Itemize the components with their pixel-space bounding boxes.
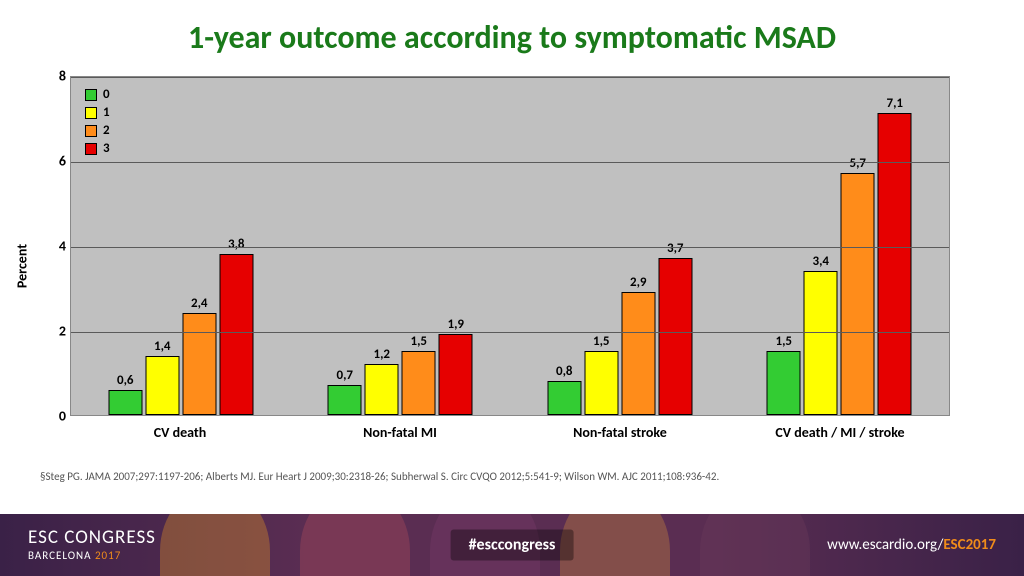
y-tick: 6: [42, 153, 66, 170]
brand-city: BARCELONA: [28, 549, 91, 562]
bar-value-label: 1,4: [154, 339, 171, 354]
bar: 1,5: [402, 351, 436, 415]
bar-value-label: 3,4: [812, 254, 829, 269]
footer-brand: ESC CONGRESS BARCELONA 2017: [28, 526, 156, 562]
bar: 0,8: [547, 381, 581, 415]
bar-value-label: 1,5: [775, 334, 792, 349]
bar-value-label: 3,7: [667, 241, 684, 256]
chart: Percent 02468 0123 0,61,42,43,80,71,21,5…: [70, 76, 970, 456]
bar: 3,8: [219, 254, 253, 416]
bar: 0,7: [328, 385, 362, 415]
bar-value-label: 2,9: [630, 275, 647, 290]
brand-subtitle: BARCELONA 2017: [28, 549, 156, 562]
bars: 0,71,21,51,9: [328, 334, 473, 415]
bar: 7,1: [878, 113, 912, 415]
bar-value-label: 3,8: [228, 237, 245, 252]
y-axis-label: Percent: [14, 244, 31, 288]
y-tick: 8: [42, 68, 66, 85]
y-tick: 2: [42, 323, 66, 340]
footer-shape: [700, 514, 810, 576]
bars: 0,81,52,93,7: [547, 258, 692, 415]
gridline: [71, 162, 949, 163]
bar: 1,2: [365, 364, 399, 415]
category-label: CV death / MI / stroke: [730, 418, 950, 448]
bar-group: 0,81,52,93,7: [510, 77, 730, 415]
bar: 0,6: [108, 390, 142, 416]
bar-value-label: 0,8: [556, 364, 573, 379]
bar-value-label: 1,5: [593, 334, 610, 349]
bar-value-label: 5,7: [849, 156, 866, 171]
bar: 2,9: [621, 292, 655, 415]
bar-value-label: 0,6: [117, 373, 134, 388]
category-label: Non-fatal stroke: [510, 418, 730, 448]
footer: ESC CONGRESS BARCELONA 2017 #esccongress…: [0, 514, 1024, 576]
bar-group: 0,61,42,43,8: [71, 77, 291, 415]
footer-shape: [300, 514, 410, 576]
bar: 1,5: [767, 351, 801, 415]
bar: 1,4: [145, 356, 179, 416]
bars: 0,61,42,43,8: [108, 254, 253, 416]
bar-value-label: 7,1: [886, 96, 903, 111]
bar: 1,9: [439, 334, 473, 415]
bars: 1,53,45,77,1: [767, 113, 912, 415]
y-tick: 4: [42, 238, 66, 255]
gridline: [71, 247, 949, 248]
bar-group: 0,71,21,51,9: [291, 77, 511, 415]
bar: 1,5: [584, 351, 618, 415]
category-label: CV death: [70, 418, 290, 448]
brand-year: 2017: [95, 549, 121, 562]
url-emphasis: ESC2017: [943, 536, 996, 554]
category-label: Non-fatal MI: [290, 418, 510, 448]
bar-value-label: 2,4: [191, 296, 208, 311]
bar-value-label: 1,2: [373, 347, 390, 362]
bar-groups: 0,61,42,43,80,71,21,51,90,81,52,93,71,53…: [71, 77, 949, 415]
slide-title: 1-year outcome according to symptomatic …: [0, 18, 1024, 57]
bar-value-label: 1,5: [410, 334, 427, 349]
bar: 2,4: [182, 313, 216, 415]
footer-hashtag: #esccongress: [451, 530, 574, 561]
footer-shape: [560, 514, 670, 576]
footer-shape: [160, 514, 270, 576]
gridline: [71, 332, 949, 333]
url-prefix: www.escardio.org/: [827, 536, 943, 554]
bar-group: 1,53,45,77,1: [730, 77, 950, 415]
category-labels: CV deathNon-fatal MINon-fatal strokeCV d…: [70, 418, 950, 448]
bar: 3,4: [804, 271, 838, 416]
gridline: [71, 77, 949, 78]
bar: 3,7: [658, 258, 692, 415]
bar-value-label: 1,9: [447, 317, 464, 332]
plot-area: 0123 0,61,42,43,80,71,21,51,90,81,52,93,…: [70, 76, 950, 416]
citation-text: §Steg PG. JAMA 2007;297:1197-206; Albert…: [40, 470, 984, 483]
slide: { "title": { "text": "1-year outcome acc…: [0, 0, 1024, 576]
bar-value-label: 0,7: [336, 368, 353, 383]
footer-url: www.escardio.org/ESC2017: [827, 536, 996, 554]
y-tick-labels: 02468: [42, 76, 66, 416]
brand-name: ESC CONGRESS: [28, 526, 156, 549]
y-tick: 0: [42, 408, 66, 425]
bar: 5,7: [841, 173, 875, 415]
